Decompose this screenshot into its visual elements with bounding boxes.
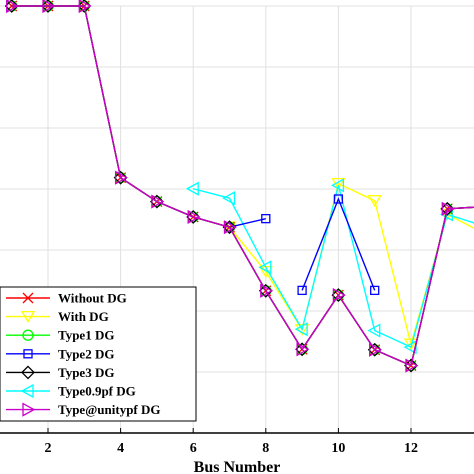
legend-label: Type2 DG [58, 346, 114, 361]
series-type-unitypf-dg [6, 0, 474, 373]
triangle-right-marker [151, 194, 165, 209]
square-marker [261, 213, 271, 224]
triangle-left-marker [367, 323, 381, 338]
diamond-marker [41, 0, 55, 13]
triangle-left-marker [258, 260, 272, 275]
triangle-left-marker [185, 181, 199, 196]
axes [0, 428, 474, 434]
diamond-marker [222, 220, 237, 235]
x-marker [22, 292, 34, 304]
x-tick-label: 2 [45, 441, 52, 456]
triangle-down-marker [294, 324, 310, 336]
series-type2-dg [224, 194, 380, 296]
triangle-down-marker [367, 195, 382, 207]
legend-item: Type0.9pf DG [6, 384, 136, 399]
x-tick-label: 6 [190, 441, 197, 456]
legend-label: Type1 DG [58, 328, 114, 343]
triangle-left-marker [294, 322, 308, 337]
legend-label: Type3 DG [58, 365, 114, 380]
diamond-marker [367, 342, 382, 357]
triangle-right-marker [332, 287, 346, 303]
diamond-marker [440, 201, 455, 216]
diamond-marker [21, 365, 35, 380]
triangle-right-marker [223, 220, 237, 235]
x-tick-label: 10 [331, 441, 345, 456]
triangle-right-marker [296, 342, 310, 357]
triangle-right-marker [78, 0, 92, 14]
square-marker [333, 194, 344, 204]
triangle-right-marker [42, 0, 56, 14]
series-line [229, 217, 266, 228]
series-line [11, 5, 474, 367]
triangle-down-marker [403, 338, 419, 351]
legend-label: Without DG [58, 291, 127, 306]
x-axis-label: Bus Number [194, 459, 281, 474]
diamond-marker [113, 170, 128, 185]
legend-item: Type@unitypf DG [6, 402, 161, 417]
legend-item: With DG [6, 309, 109, 324]
legend-item: Type2 DG [6, 346, 114, 361]
triangle-left-marker [403, 340, 417, 355]
diamond-marker [331, 288, 346, 302]
triangle-right-marker [441, 201, 455, 216]
square-marker [23, 349, 33, 359]
square-marker [370, 285, 380, 296]
diamond-marker [77, 0, 92, 13]
triangle-right-marker [6, 0, 20, 14]
legend: Without DG With DG Type1 DG Type2 DG Type3 D… [0, 286, 197, 422]
x-tick-label: 4 [117, 441, 124, 456]
x-tick-labels: 2 4 6 8 10 12 [45, 441, 419, 456]
circle-marker [22, 329, 34, 341]
triangle-right-marker [187, 209, 201, 225]
triangle-right-marker [22, 402, 36, 417]
diamond-marker [4, 0, 19, 13]
triangle-right-marker [405, 358, 419, 373]
series-type0-9pf-dg [185, 178, 474, 355]
legend-item: Type1 DG [6, 328, 114, 343]
x-tick-label: 8 [262, 441, 269, 456]
legend-label: With DG [58, 309, 109, 324]
diamond-marker [258, 283, 273, 298]
triangle-right-marker [114, 170, 128, 185]
legend-label: Type@unitypf DG [58, 402, 161, 417]
series-with-dg [222, 177, 474, 351]
diamond-marker [295, 342, 310, 357]
series-lines [4, 0, 474, 373]
series-line [301, 197, 376, 291]
x-tick-label: 12 [404, 441, 418, 456]
legend-item: Without DG [6, 291, 127, 306]
triangle-left-marker [20, 383, 34, 399]
triangle-down-marker [20, 310, 36, 323]
triangle-right-marker [369, 342, 383, 357]
triangle-right-marker [260, 283, 274, 298]
triangle-left-marker [222, 191, 236, 206]
square-marker [297, 285, 307, 296]
legend-label: Type0.9pf DG [58, 384, 136, 399]
triangle-left-marker [331, 178, 345, 193]
legend-item: Type3 DG [6, 365, 114, 380]
